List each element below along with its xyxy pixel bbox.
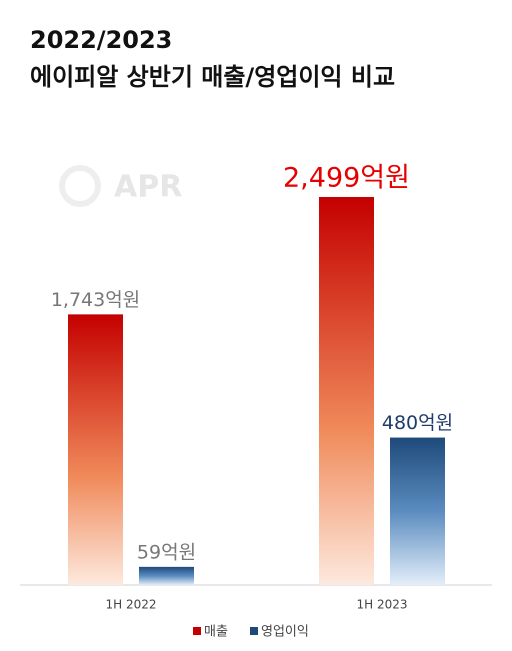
value-label: 480억원 [382, 412, 453, 434]
value-label: 59억원 [137, 541, 196, 563]
bar [319, 197, 374, 585]
chart-title: 2022/2023 [30, 26, 172, 54]
value-label: 2,499억원 [283, 163, 410, 194]
chart-subtitle: 에이피알 상반기 매출/영업이익 비교 [30, 63, 395, 91]
watermark-logo [59, 165, 101, 207]
x-tick-label: 1H 2023 [356, 598, 407, 612]
value-label: 1,743억원 [51, 289, 140, 311]
legend-label: 영업이익 [261, 625, 309, 640]
bar [68, 314, 123, 585]
x-tick-label: 1H 2022 [105, 598, 156, 612]
legend-swatch [193, 627, 201, 635]
bar [139, 566, 194, 585]
bar [390, 437, 445, 585]
watermark: APR [114, 170, 182, 205]
legend-label: 매출 [204, 625, 228, 640]
legend-swatch [250, 627, 258, 635]
